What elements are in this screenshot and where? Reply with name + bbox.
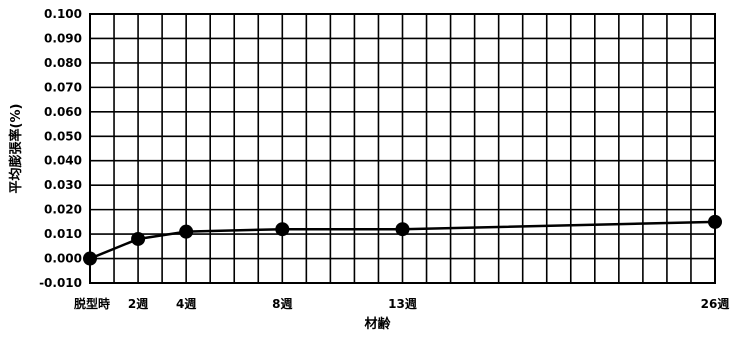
x-axis-label: 材齢 — [364, 316, 391, 332]
y-tick-label: 0.000 — [44, 252, 82, 266]
data-point — [395, 222, 410, 237]
y-tick-label: 0.060 — [44, 105, 82, 119]
x-tick-label: 26週 — [701, 296, 730, 311]
y-tick-label: 0.040 — [44, 154, 82, 168]
y-axis-label: 平均膨張率(%) — [8, 104, 24, 194]
y-tick-label: 0.010 — [44, 227, 82, 241]
x-tick-label: 脱型時 — [74, 296, 110, 311]
grid-lines — [90, 14, 715, 283]
data-point — [131, 231, 146, 246]
series-group — [83, 214, 722, 266]
y-tick-label: 0.100 — [44, 7, 82, 21]
y-tick-labels: 0.100 0.090 0.080 0.070 0.060 0.050 0.040 0.030… — [39, 7, 82, 290]
data-point — [179, 224, 194, 239]
plot-frame — [89, 13, 716, 284]
y-tick-label: 0.020 — [44, 203, 82, 217]
x-tick-label: 13週 — [388, 296, 417, 311]
data-point — [708, 214, 722, 229]
y-tick-label: 0.070 — [44, 80, 82, 94]
y-tick-label: 0.090 — [44, 31, 82, 45]
x-tick-label: 8週 — [272, 296, 292, 311]
x-tick-label: 4週 — [176, 296, 196, 311]
y-tick-label: -0.010 — [39, 276, 82, 290]
data-point — [275, 222, 290, 237]
y-tick-label: 0.050 — [44, 129, 82, 143]
y-tick-label: 0.030 — [44, 178, 82, 192]
x-tick-label: 2週 — [128, 296, 148, 311]
data-point — [83, 251, 97, 266]
y-tick-label: 0.080 — [44, 56, 82, 70]
x-tick-labels: 脱型時 2週 4週 8週 13週 26週 — [74, 296, 729, 311]
series-line — [89, 220, 716, 260]
